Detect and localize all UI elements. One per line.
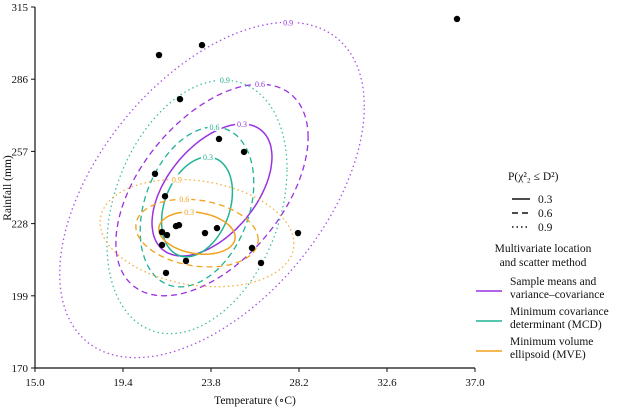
ellipse-label-bg <box>200 152 215 162</box>
y-tick-label: 199 <box>12 291 29 303</box>
x-tick-label: 32.6 <box>377 377 397 389</box>
ellipse-sample-0.6 <box>115 83 309 297</box>
ellipse-level-label: 0.6 <box>210 123 220 132</box>
y-tick-label: 228 <box>12 219 29 231</box>
ellipse-mcd-0.6 <box>139 126 255 288</box>
data-point <box>453 15 461 23</box>
legend-method-title-1: Multivariate location <box>495 243 592 255</box>
data-point <box>257 259 265 267</box>
ellipse-level-label: 0.6 <box>255 80 265 89</box>
ellipse-label-bg <box>169 174 184 184</box>
ellipse-mve-0.3 <box>158 211 236 255</box>
data-point <box>158 228 166 236</box>
y-axis-label: Rainfall (mm) <box>2 155 14 221</box>
ellipse-label-bg <box>234 118 249 128</box>
ellipse-level-label: 0.3 <box>184 208 194 217</box>
ellipse-level-label: 0.6 <box>179 195 189 204</box>
data-point <box>182 257 190 265</box>
ticks-layer: 15.0 19.4 23.8 28.2 32.6 37.0 170 199 228 257 286 3… <box>12 2 486 389</box>
legend-method-label: variance–covariance <box>510 289 605 301</box>
data-point <box>215 135 223 143</box>
legend-method-label: ellipsoid (MVE) <box>510 349 586 361</box>
ellipse-mve-0.6 <box>135 198 259 268</box>
data-point <box>163 231 171 239</box>
legend-method-label: Sample means and <box>510 276 596 288</box>
data-point <box>161 193 169 200</box>
legend-method-label: Minimum volume <box>510 336 593 348</box>
legend-method-label: determinant (MCD) <box>510 319 602 331</box>
data-point <box>176 95 184 103</box>
ellipse-mcd-0.9 <box>106 79 288 335</box>
legend-method-label: Minimum covariance <box>510 306 609 318</box>
data-point <box>162 269 170 277</box>
ellipse-label-bg <box>182 206 197 216</box>
ellipse-label-bg <box>281 17 296 27</box>
data-point <box>201 229 209 237</box>
x-tick-label: 37.0 <box>465 377 485 389</box>
ellipses-layer: 0.3 0.6 0.9 0.3 0.6 0.9 0.3 0.6 0.9 <box>59 17 365 359</box>
legend-method-title-2: and scatter method <box>500 257 587 269</box>
ellipse-label-bg <box>253 79 268 89</box>
x-tick-label: 15.0 <box>25 377 45 389</box>
legend: P(χ²₂ ≤ D²) 0.3 0.6 0.9 Multivariate locat… <box>476 171 609 361</box>
ellipse-level-label: 0.9 <box>220 76 230 85</box>
y-tick-label: 170 <box>12 363 29 375</box>
ellipse-mve-0.9 <box>99 178 295 288</box>
legend-level-label: 0.6 <box>538 208 553 220</box>
x-tick-label: 23.8 <box>201 377 221 389</box>
data-point <box>175 221 183 229</box>
x-tick-label: 28.2 <box>289 377 308 389</box>
ellipse-level-label: 0.3 <box>237 120 247 129</box>
legend-level-label: 0.3 <box>538 194 553 206</box>
ellipse-level-label: 0.3 <box>203 153 213 162</box>
data-point <box>248 244 256 252</box>
ellipse-label-bg <box>207 121 222 131</box>
data-point <box>155 51 163 59</box>
ellipse-label-bg <box>217 75 232 85</box>
y-tick-label: 315 <box>12 2 29 14</box>
data-point <box>198 41 206 49</box>
points-layer <box>151 15 461 277</box>
data-point <box>294 229 302 237</box>
data-point <box>151 170 159 178</box>
ellipse-sample-0.9 <box>59 21 365 359</box>
ellipse-level-label: 0.9 <box>283 18 293 27</box>
legend-probability-title: P(χ²₂ ≤ D²) <box>508 171 559 183</box>
data-point <box>240 148 248 156</box>
y-tick-label: 257 <box>12 146 29 158</box>
x-axis-label: Temperature (∘C) <box>214 395 296 407</box>
data-point <box>158 241 166 249</box>
legend-level-label: 0.9 <box>538 222 553 234</box>
x-tick-label: 19.4 <box>113 377 133 389</box>
ellipse-label-bg <box>177 194 192 204</box>
y-tick-label: 286 <box>12 74 29 86</box>
ellipse-level-label: 0.9 <box>172 175 182 184</box>
data-point <box>213 224 221 232</box>
